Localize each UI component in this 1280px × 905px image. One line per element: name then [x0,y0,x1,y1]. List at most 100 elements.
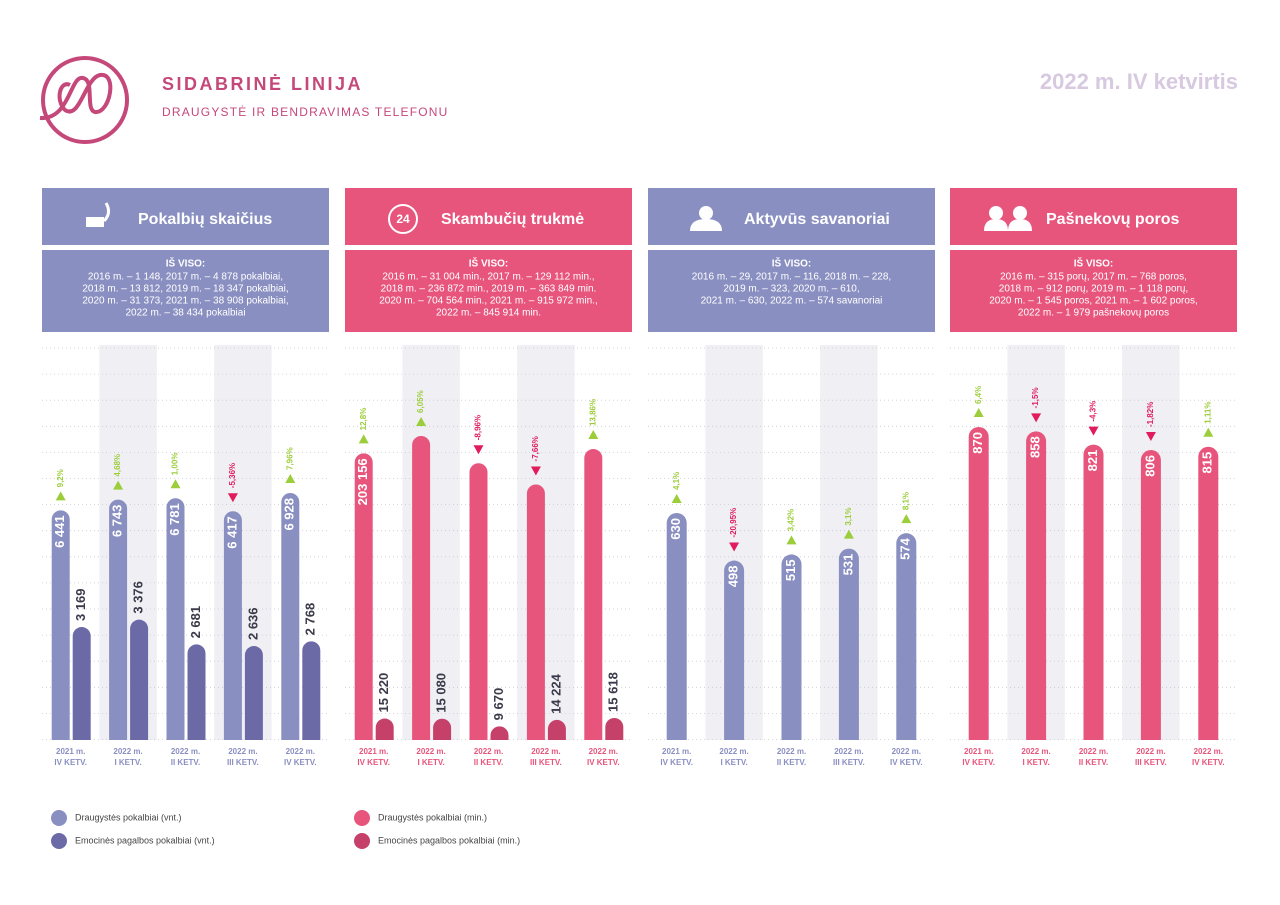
summary-heading: IŠ VISO: [1074,257,1113,270]
legend-swatch [51,833,67,849]
bar [130,619,149,740]
x-tick-label: IV KETV. [54,758,87,767]
bar [526,484,545,740]
column-band [402,345,460,740]
panel-title: Aktyvūs savanoriai [744,211,890,228]
x-tick-label: II KETV. [1079,758,1109,767]
bar [281,493,300,740]
change-label: -1,5% [1031,387,1040,408]
icon-shape [388,204,418,234]
summary-line: 2018 m. – 236 872 min., 2019 m. – 363 84… [381,284,597,295]
bar [187,644,206,740]
value-label: 821 [1085,450,1100,472]
panel-icon [690,206,722,231]
summary-line: 2022 m. – 1 979 pašnekovų poros [1018,308,1169,319]
bar [547,719,566,740]
x-tick-label: 2022 m. [531,747,560,756]
column-band [99,345,157,740]
bar [666,513,687,740]
legend-label: Draugystės pokalbiai (min.) [378,812,487,822]
value-label: 203 156 [355,458,370,505]
icon-shape [86,217,104,227]
legend-swatch [51,810,67,826]
change-arrow [416,417,427,426]
bar [51,510,70,740]
bar [1083,444,1104,740]
value-label: 6 928 [282,498,297,531]
value-label: 515 [783,559,798,581]
icon-shape: 24 [396,212,410,226]
panel-summary [345,250,632,332]
x-tick-label: 2021 m. [964,747,993,756]
x-tick-label: III KETV. [833,758,865,767]
x-tick-label: 2022 m. [777,747,806,756]
value-label: 574 [898,537,913,559]
change-label: -20,95% [729,508,738,538]
summary-line: 2016 m. – 29, 2017 m. – 116, 2018 m. – 2… [692,272,891,283]
panel-header [42,188,329,245]
change-label: -5,36% [228,463,237,488]
bar [469,463,488,740]
x-tick-label: 2022 m. [1194,747,1223,756]
x-tick-label: 2022 m. [474,747,503,756]
value-label: 15 220 [376,673,391,713]
x-tick-label: IV KETV. [587,758,620,767]
x-tick-label: III KETV. [227,758,259,767]
change-arrow [530,466,541,476]
change-arrow [1145,432,1156,442]
summary-line: 2018 m. – 912 porų, 2019 m. – 1 118 porų… [999,284,1188,295]
x-tick-label: IV KETV. [284,758,317,767]
panel-summary [648,250,935,332]
legend-label: Emocinės pagalbos pokalbiai (vnt.) [75,835,215,845]
panel-icon: 24 [388,204,418,234]
summary-line: 2016 m. – 315 porų, 2017 m. – 768 poros, [1000,272,1187,283]
change-arrow [671,494,682,503]
value-label: 9 670 [491,688,506,721]
value-label: 3 169 [73,588,88,621]
bar [354,453,373,740]
value-label: 6 441 [52,515,67,548]
x-tick-label: 2021 m. [662,747,691,756]
x-tick-label: 2022 m. [892,747,921,756]
bar [223,511,242,740]
bar [1198,446,1219,740]
panel-header [345,188,632,245]
x-tick-label: 2022 m. [286,747,315,756]
x-tick-label: 2022 m. [416,747,445,756]
change-label: 4,1% [672,472,681,490]
panel-summary [42,250,329,332]
legend-swatch [354,833,370,849]
legend-label: Emocinės pagalbos pokalbiai (min.) [378,835,520,845]
summary-heading: IŠ VISO: [772,257,811,270]
value-label: 2 636 [245,607,260,640]
summary-line: 2021 m. – 630, 2022 m. – 574 savanoriai [701,296,883,307]
change-arrow [358,434,369,444]
panel-header [648,188,935,245]
icon-shape [1008,219,1032,231]
summary-line: 2016 m. – 1 148, 2017 m. – 4 878 pokalbi… [88,272,283,283]
change-arrow [55,491,66,501]
panel-title: Pokalbių skaičius [138,211,272,228]
x-tick-label: 2022 m. [834,747,863,756]
bar [584,449,603,740]
x-tick-label: IV KETV. [890,758,923,767]
x-tick-label: III KETV. [1135,758,1167,767]
icon-shape [1013,206,1027,220]
x-tick-label: IV KETV. [1192,758,1225,767]
x-tick-label: 2022 m. [719,747,748,756]
change-arrow [227,493,238,503]
x-tick-label: 2022 m. [1136,747,1165,756]
change-label: -1,82% [1146,402,1155,427]
summary-line: 2019 m. – 323, 2020 m. – 610, [723,284,859,295]
x-tick-label: III KETV. [530,758,562,767]
change-arrow [1088,426,1099,436]
summary-line: 2016 m. – 31 004 min., 2017 m. – 129 112… [382,272,594,283]
value-label: 870 [970,432,985,454]
value-label: 15 080 [434,673,449,713]
panel-title: Skambučių trukmė [441,211,584,228]
icon-shape [984,219,1008,231]
period-title: 2022 m. IV ketvirtis [1040,69,1238,94]
bar [781,554,802,740]
change-label: 6,05% [416,390,425,413]
brand-title: SIDABRINĖ LINIJA [162,74,363,94]
